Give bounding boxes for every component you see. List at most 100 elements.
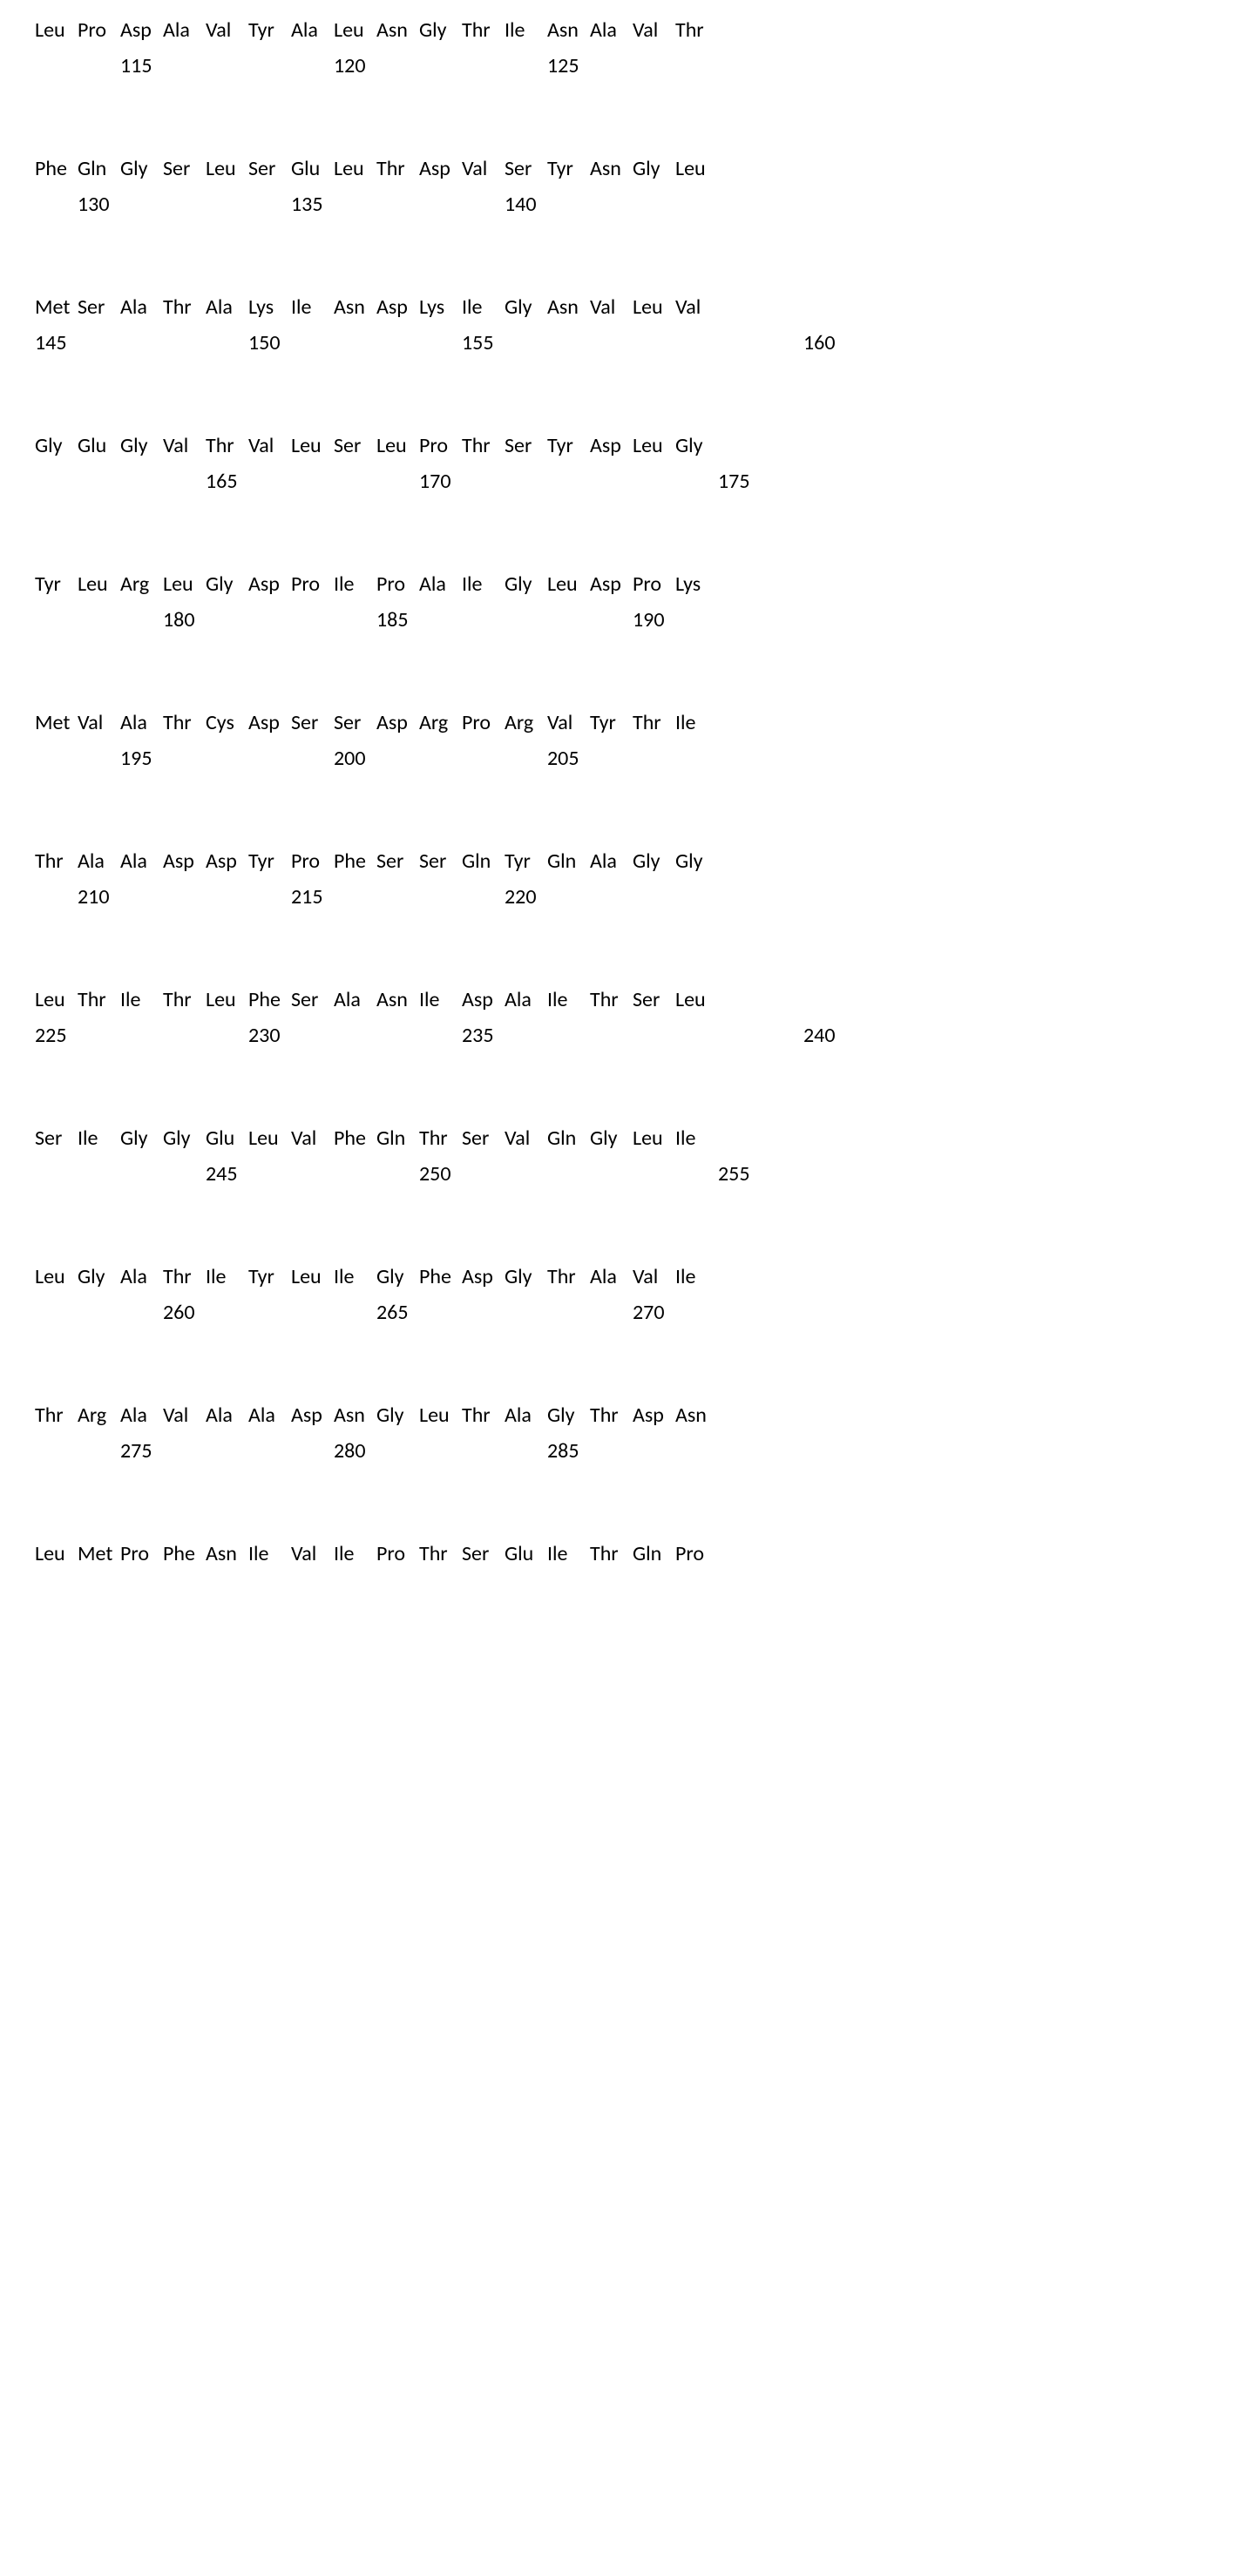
residue: Ala bbox=[78, 849, 117, 874]
residue: Ile bbox=[675, 1126, 715, 1151]
residue-row: ThrArgAlaValAlaAlaAspAsnGlyLeuThrAlaGlyT… bbox=[35, 1403, 1225, 1428]
residue: Gly bbox=[675, 849, 715, 874]
residue: Ser bbox=[35, 1126, 74, 1151]
residue: Thr bbox=[462, 1403, 501, 1428]
residue: Arg bbox=[120, 571, 159, 597]
residue: Asn bbox=[334, 294, 373, 320]
residue: Arg bbox=[505, 710, 544, 735]
residue: Lys bbox=[675, 571, 715, 597]
residue: Val bbox=[206, 17, 245, 43]
residue: Ile bbox=[206, 1264, 245, 1289]
sequence-block: SerIleGlyGlyGluLeuValPheGlnThrSerValGlnG… bbox=[35, 1126, 1225, 1186]
residue: Tyr bbox=[248, 849, 288, 874]
residue: Phe bbox=[334, 849, 373, 874]
position-number: 285 bbox=[547, 1438, 579, 1464]
position-number: 145 bbox=[35, 330, 67, 355]
position-number: 190 bbox=[633, 607, 665, 632]
position-number: 210 bbox=[78, 884, 110, 909]
residue: Ser bbox=[505, 156, 544, 181]
residue: Leu bbox=[376, 433, 416, 458]
residue: Tyr bbox=[547, 433, 586, 458]
residue: Ala bbox=[206, 294, 245, 320]
residue: Thr bbox=[419, 1541, 458, 1566]
residue: Phe bbox=[248, 987, 288, 1012]
residue: Ile bbox=[78, 1126, 117, 1151]
residue: Asp bbox=[462, 1264, 501, 1289]
residue: Leu bbox=[35, 987, 74, 1012]
position-number-row: 180185190 bbox=[35, 607, 1225, 632]
residue-row: LeuGlyAlaThrIleTyrLeuIleGlyPheAspGlyThrA… bbox=[35, 1264, 1225, 1289]
position-number: 220 bbox=[505, 884, 537, 909]
residue: Ser bbox=[462, 1126, 501, 1151]
residue: Ala bbox=[590, 849, 629, 874]
position-number: 265 bbox=[376, 1300, 409, 1325]
residue: Gly bbox=[505, 294, 544, 320]
position-number: 195 bbox=[120, 746, 152, 771]
residue: Asp bbox=[206, 849, 245, 874]
position-number: 230 bbox=[248, 1023, 281, 1048]
position-number: 245 bbox=[206, 1161, 238, 1187]
residue: Val bbox=[633, 17, 672, 43]
residue: Thr bbox=[163, 987, 202, 1012]
residue: Asn bbox=[675, 1403, 715, 1428]
position-number: 180 bbox=[163, 607, 195, 632]
position-number: 150 bbox=[248, 330, 281, 355]
residue-row: MetSerAlaThrAlaLysIleAsnAspLysIleGlyAsnV… bbox=[35, 294, 1225, 320]
residue-row: ThrAlaAlaAspAspTyrProPheSerSerGlnTyrGlnA… bbox=[35, 849, 1225, 874]
residue: Gly bbox=[120, 156, 159, 181]
residue: Asp bbox=[163, 849, 202, 874]
residue: Ala bbox=[291, 17, 330, 43]
position-number-row: 115120125 bbox=[35, 53, 1225, 78]
residue: Pro bbox=[291, 571, 330, 597]
sequence-block: ThrAlaAlaAspAspTyrProPheSerSerGlnTyrGlnA… bbox=[35, 849, 1225, 909]
position-number-row: 210215220 bbox=[35, 884, 1225, 909]
residue-row: LeuThrIleThrLeuPheSerAlaAsnIleAspAlaIleT… bbox=[35, 987, 1225, 1012]
residue: Leu bbox=[35, 17, 74, 43]
residue: Leu bbox=[291, 433, 330, 458]
residue: Leu bbox=[78, 571, 117, 597]
residue: Pro bbox=[376, 571, 416, 597]
residue: Ile bbox=[291, 294, 330, 320]
residue: Pro bbox=[291, 849, 330, 874]
position-number: 120 bbox=[334, 53, 366, 78]
residue: Ile bbox=[334, 1264, 373, 1289]
position-number-row: 225230235240 bbox=[35, 1023, 1225, 1047]
residue-row: LeuProAspAlaValTyrAlaLeuAsnGlyThrIleAsnA… bbox=[35, 17, 1225, 43]
residue: Ala bbox=[120, 710, 159, 735]
residue: Thr bbox=[163, 710, 202, 735]
residue: Leu bbox=[334, 156, 373, 181]
residue: Asp bbox=[590, 571, 629, 597]
residue: Pro bbox=[376, 1541, 416, 1566]
residue: Val bbox=[590, 294, 629, 320]
residue: Ile bbox=[248, 1541, 288, 1566]
residue: Ala bbox=[120, 849, 159, 874]
sequence-block: PheGlnGlySerLeuSerGluLeuThrAspValSerTyrA… bbox=[35, 156, 1225, 216]
residue: Arg bbox=[78, 1403, 117, 1428]
residue: Ala bbox=[163, 17, 202, 43]
position-number: 270 bbox=[633, 1300, 665, 1325]
residue: Leu bbox=[248, 1126, 288, 1151]
residue: Leu bbox=[35, 1541, 74, 1566]
residue: Val bbox=[633, 1264, 672, 1289]
residue: Thr bbox=[675, 17, 715, 43]
residue-row: PheGlnGlySerLeuSerGluLeuThrAspValSerTyrA… bbox=[35, 156, 1225, 181]
residue: Ile bbox=[547, 1541, 586, 1566]
residue: Pro bbox=[633, 571, 672, 597]
residue: Gly bbox=[505, 571, 544, 597]
residue: Glu bbox=[291, 156, 330, 181]
residue: Tyr bbox=[248, 17, 288, 43]
residue: Met bbox=[35, 710, 74, 735]
residue: Thr bbox=[206, 433, 245, 458]
residue: Tyr bbox=[35, 571, 74, 597]
residue: Gly bbox=[376, 1264, 416, 1289]
position-number-row: 260265270 bbox=[35, 1300, 1225, 1324]
residue: Leu bbox=[206, 987, 245, 1012]
position-number-row: 130135140 bbox=[35, 192, 1225, 216]
residue: Leu bbox=[675, 156, 715, 181]
residue: Ser bbox=[78, 294, 117, 320]
position-number-row: 165170175 bbox=[35, 469, 1225, 493]
residue: Asp bbox=[462, 987, 501, 1012]
residue: Asp bbox=[633, 1403, 672, 1428]
residue: Ile bbox=[675, 710, 715, 735]
position-number: 130 bbox=[78, 192, 110, 217]
